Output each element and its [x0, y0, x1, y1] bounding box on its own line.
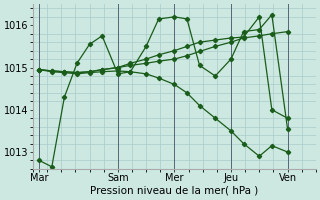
- X-axis label: Pression niveau de la mer( hPa ): Pression niveau de la mer( hPa ): [90, 186, 259, 196]
